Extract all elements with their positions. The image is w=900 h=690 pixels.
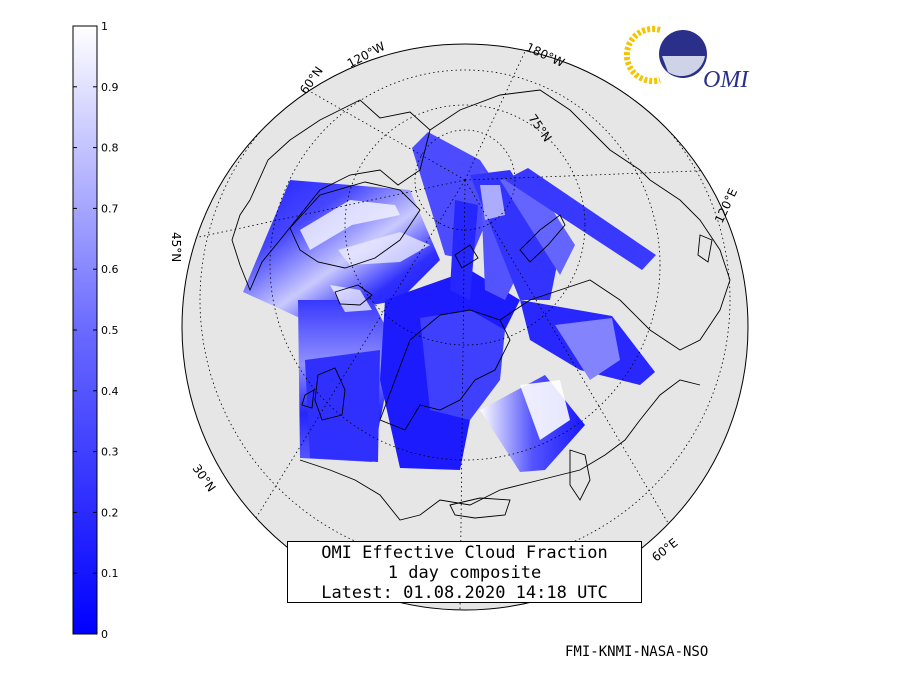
- swath-east-2: [555, 318, 620, 380]
- coastline-scandinavia: [379, 309, 511, 431]
- coastline-uk: [301, 367, 346, 421]
- meridian-3: [464, 169, 721, 181]
- swath-arctic-2: [450, 200, 478, 300]
- coastline-kamchatka: [697, 234, 713, 263]
- coastline-siberia: [429, 89, 651, 181]
- caption-subtitle: 1 day composite: [387, 563, 542, 583]
- parallel-75n: [414, 129, 516, 231]
- coastline-north-america: [231, 99, 431, 292]
- colorbar-ticks: 1 0.9 0.8 0.7 0.6 0.5 0.4 0.3 0.2 0.1 0: [73, 20, 119, 641]
- caption-title: OMI Effective Cloud Fraction: [321, 543, 608, 563]
- swath-arctic-1: [412, 132, 500, 260]
- logo-text: OMI: [703, 67, 749, 93]
- colorbar-tick-label: 0.7: [101, 202, 119, 215]
- map-caption: OMI Effective Cloud Fraction 1 day compo…: [287, 541, 642, 603]
- meridian-6: [184, 179, 466, 241]
- cloud-streak-4: [330, 285, 372, 312]
- graticule: [184, 44, 731, 610]
- meridian-2: [464, 44, 536, 181]
- meridian-1: [289, 79, 466, 181]
- coastline-novaya-zemlya: [519, 214, 566, 263]
- coastlines: [231, 89, 731, 521]
- parallel-60n: [344, 104, 586, 346]
- caption-timestamp: Latest: 01.08.2020 14:18 UTC: [321, 583, 608, 603]
- lat-label-45n: 45°N: [169, 232, 183, 262]
- colorbar-tick-label: 0.6: [101, 263, 119, 276]
- meridian-4: [464, 179, 691, 561]
- credit-text: FMI-KNMI-NASA-NSO: [565, 644, 709, 660]
- colorbar-tick-label: 0.5: [101, 324, 119, 337]
- swath-uk: [305, 350, 380, 462]
- coastline-black-sea: [449, 497, 511, 519]
- lon-label-60e: 60°E: [649, 536, 680, 565]
- parallel-30n: [199, 44, 731, 566]
- coastline-europe: [299, 379, 701, 521]
- coastline-svalbard: [454, 244, 479, 269]
- coastline-arctic-russia: [499, 179, 731, 351]
- coastline-caspian: [569, 449, 591, 501]
- coastline-iceland: [334, 284, 373, 306]
- colorbar-tick-label: 0.2: [101, 506, 119, 519]
- cloud-streak-3: [520, 380, 570, 440]
- swath-pacific: [505, 168, 656, 270]
- parallel-45n: [269, 69, 661, 461]
- colorbar-tick-label: 0.1: [101, 567, 119, 580]
- lat-label-30n: 30°N: [190, 462, 219, 495]
- cloud-streak-1: [300, 200, 400, 250]
- map-disc: 75°N 60°N 45°N 30°N 180°W 120°W 120°E 60…: [169, 39, 749, 611]
- coastline-greenland: [289, 181, 421, 269]
- colorbar-tick-label: 0: [101, 628, 108, 641]
- cloud-streak-2: [338, 232, 430, 265]
- colorbar-tick-label: 0.8: [101, 142, 119, 155]
- colorbar: 1 0.9 0.8 0.7 0.6 0.5 0.4 0.3 0.2 0.1 0: [72, 20, 119, 641]
- colorbar-tick-label: 0.4: [101, 385, 119, 398]
- colorbar-tick-label: 1: [101, 20, 108, 33]
- omi-logo: OMI: [623, 26, 749, 93]
- logo-rings-icon: [623, 26, 661, 84]
- logo-globe-highlight: [662, 56, 705, 77]
- cloud-streak-5: [480, 185, 505, 220]
- swath-siberia-2: [500, 175, 575, 275]
- colorbar-tick-label: 0.3: [101, 446, 119, 459]
- cloud-swaths: [243, 132, 656, 472]
- colorbar-tick-label: 0.9: [101, 81, 119, 94]
